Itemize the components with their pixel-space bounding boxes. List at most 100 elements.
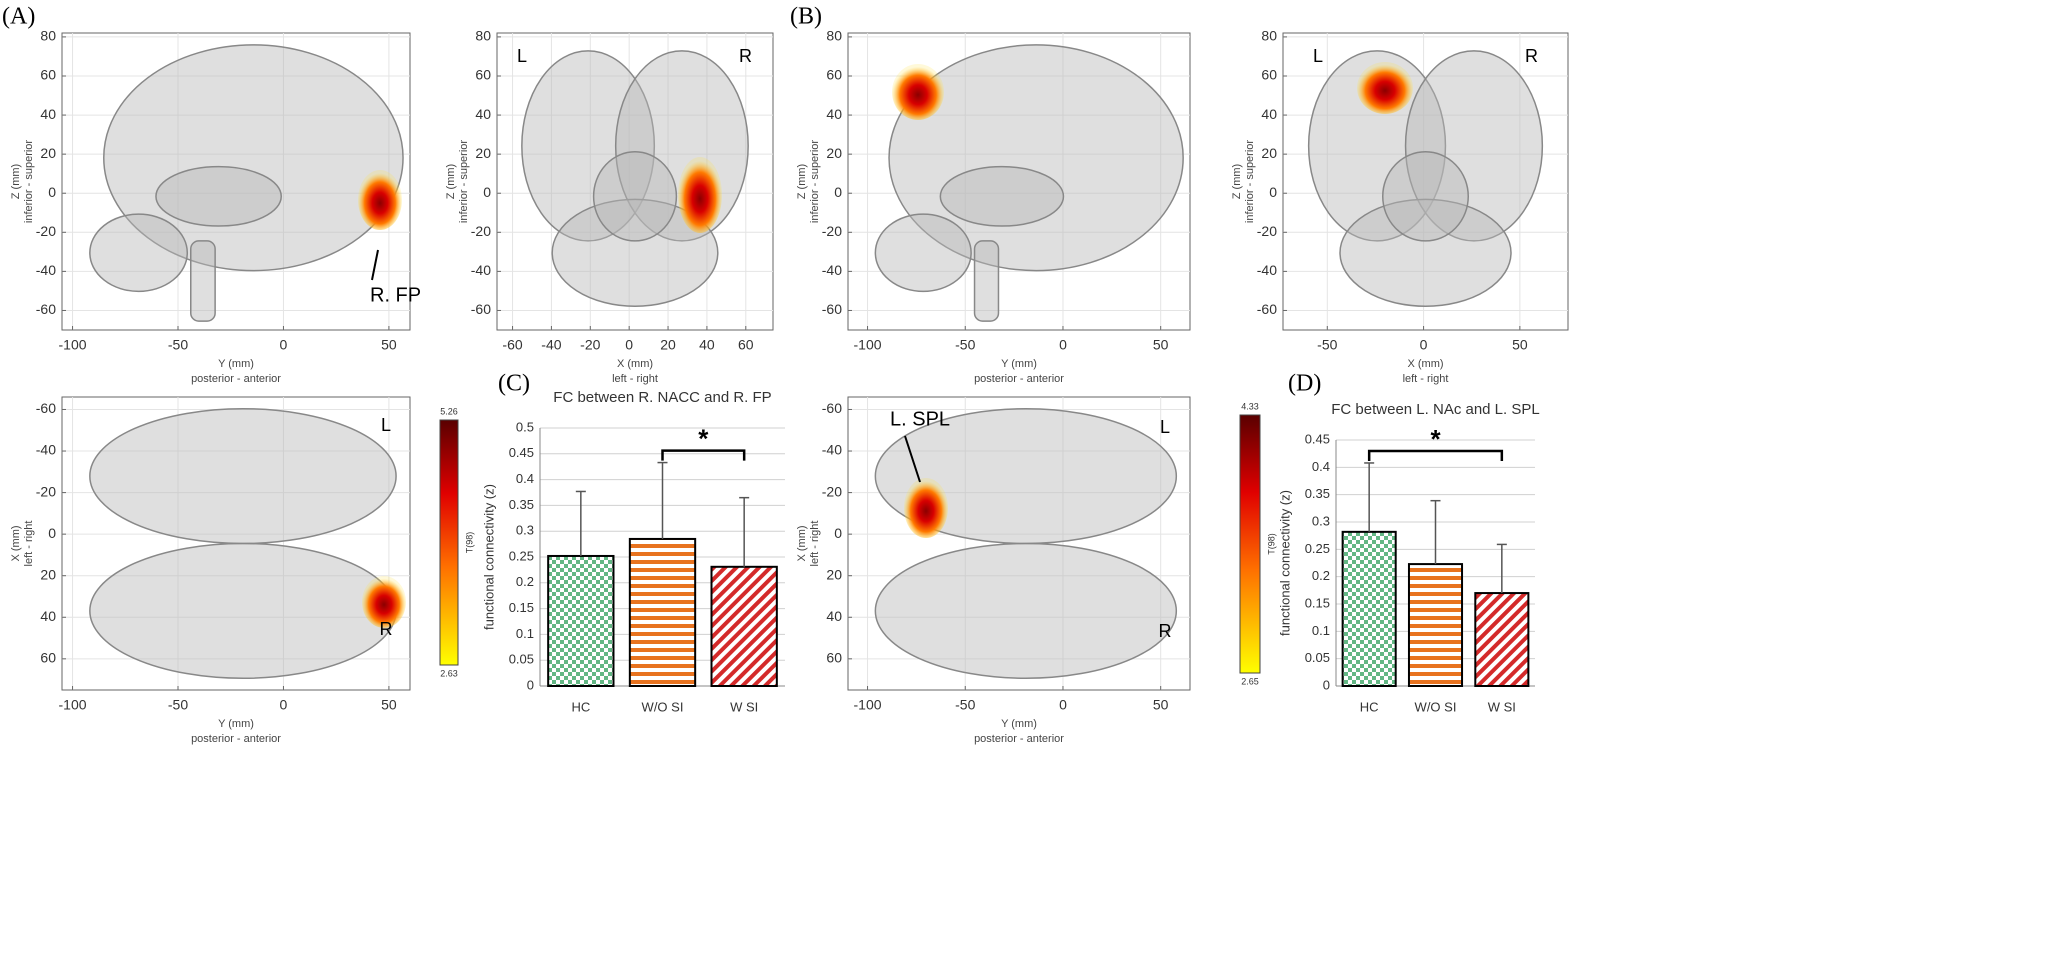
x-tick-label: 20 bbox=[660, 337, 676, 353]
brain-outline bbox=[874, 213, 972, 293]
significance-bracket bbox=[1367, 449, 1504, 461]
activation-cluster bbox=[362, 576, 406, 628]
x-tick-label: 0 bbox=[625, 337, 633, 353]
x-tick-label: -100 bbox=[59, 337, 87, 353]
y-tick-label: -40 bbox=[1257, 262, 1277, 278]
y-tick-label: 20 bbox=[475, 145, 491, 161]
brain-outline bbox=[1339, 198, 1512, 307]
x-tick-label: -50 bbox=[168, 337, 188, 353]
y-axis-label: inferior - superior bbox=[458, 140, 470, 223]
y-tick-label: 0.15 bbox=[1305, 595, 1330, 610]
y-tick-label: -20 bbox=[471, 223, 491, 239]
y-tick-label: 0.3 bbox=[1312, 513, 1330, 528]
brain-outline bbox=[103, 44, 404, 272]
x-tick-label: 50 bbox=[381, 697, 397, 713]
annotation-pointer bbox=[371, 249, 379, 281]
bar bbox=[547, 554, 615, 688]
x-tick-label: -60 bbox=[502, 337, 522, 353]
plot-area bbox=[496, 32, 774, 331]
colorbar-label: T(98) bbox=[464, 532, 474, 554]
panel-label: (B) bbox=[790, 4, 822, 30]
x-tick-label: -50 bbox=[955, 337, 975, 353]
y-tick-label: 60 bbox=[475, 67, 491, 83]
brain-outline bbox=[89, 213, 189, 293]
x-tick-label: W/O SI bbox=[1415, 699, 1457, 714]
y-axis-label: functional connectivity (z) bbox=[1277, 490, 1292, 636]
y-tick-label: 80 bbox=[826, 28, 842, 44]
significance-bracket bbox=[661, 449, 746, 461]
y-axis-label: inferior - superior bbox=[1244, 140, 1256, 223]
y-tick-label: -20 bbox=[36, 483, 56, 499]
y-tick-label: 0 bbox=[1269, 184, 1277, 200]
activation-cluster bbox=[904, 478, 948, 538]
y-tick-label: 20 bbox=[40, 145, 56, 161]
colorbar-max: 5.26 bbox=[440, 406, 458, 416]
y-tick-label: 20 bbox=[40, 566, 56, 582]
x-tick-label: 50 bbox=[1153, 697, 1169, 713]
x-tick-label: 0 bbox=[1059, 697, 1067, 713]
significance-label: * bbox=[698, 423, 709, 453]
y-axis-label: left - right bbox=[809, 521, 821, 567]
brain-outline bbox=[1404, 50, 1544, 242]
x-tick-label: 60 bbox=[738, 337, 754, 353]
y-tick-label: 0 bbox=[834, 184, 842, 200]
y-axis-label: inferior - superior bbox=[23, 140, 35, 223]
annotation-pointer bbox=[904, 435, 921, 483]
y-tick-label: 80 bbox=[1261, 28, 1277, 44]
brain-outline bbox=[939, 165, 1065, 227]
bar bbox=[1341, 530, 1397, 688]
x-axis-label: posterior - anterior bbox=[974, 373, 1064, 385]
activation-cluster bbox=[1357, 62, 1413, 114]
y-tick-label: 0.05 bbox=[1305, 650, 1330, 665]
bar bbox=[710, 565, 778, 688]
brain-outline bbox=[973, 240, 1000, 322]
x-axis-label: Y (mm) bbox=[218, 718, 254, 730]
annotation: L bbox=[381, 415, 391, 435]
brain-outline bbox=[521, 50, 656, 242]
y-axis-label: functional connectivity (z) bbox=[481, 484, 496, 630]
y-tick-label: 0 bbox=[527, 677, 534, 692]
y-tick-label: 40 bbox=[826, 608, 842, 624]
activation-cluster bbox=[892, 64, 944, 120]
annotation: R bbox=[1525, 46, 1538, 66]
y-axis-label: left - right bbox=[23, 521, 35, 567]
x-tick-label: W SI bbox=[730, 699, 758, 714]
y-tick-label: 0.35 bbox=[509, 497, 534, 512]
brain-outline bbox=[1382, 151, 1469, 242]
x-tick-label: 50 bbox=[1153, 337, 1169, 353]
x-tick-label: 0 bbox=[280, 697, 288, 713]
annotation: R. FP bbox=[370, 284, 421, 306]
brain-outline bbox=[592, 151, 678, 242]
x-axis-label: Y (mm) bbox=[1001, 718, 1037, 730]
y-tick-label: 40 bbox=[40, 106, 56, 122]
y-tick-label: 0.4 bbox=[1312, 459, 1330, 474]
y-tick-label: 40 bbox=[826, 106, 842, 122]
y-tick-label: 40 bbox=[1261, 106, 1277, 122]
y-tick-label: 20 bbox=[826, 145, 842, 161]
activation-cluster bbox=[678, 157, 722, 233]
y-tick-label: 0 bbox=[48, 525, 56, 541]
y-tick-label: 0 bbox=[1323, 677, 1330, 692]
x-tick-label: -100 bbox=[59, 697, 87, 713]
x-tick-label: 0 bbox=[1059, 337, 1067, 353]
plot-area bbox=[1282, 32, 1569, 331]
x-tick-label: -50 bbox=[168, 697, 188, 713]
y-tick-label: 20 bbox=[1261, 145, 1277, 161]
y-tick-label: 0.45 bbox=[509, 445, 534, 460]
panel-label: (C) bbox=[498, 371, 530, 397]
x-tick-label: -100 bbox=[854, 337, 882, 353]
x-tick-label: W SI bbox=[1488, 699, 1516, 714]
x-tick-label: -50 bbox=[1317, 337, 1337, 353]
annotation: L bbox=[1313, 46, 1323, 66]
y-tick-label: 0.2 bbox=[1312, 568, 1330, 583]
x-axis-label: Y (mm) bbox=[218, 358, 254, 370]
x-tick-label: 0 bbox=[1420, 337, 1428, 353]
y-tick-label: 0 bbox=[483, 184, 491, 200]
x-axis-label: Y (mm) bbox=[1001, 358, 1037, 370]
panel-label: (A) bbox=[2, 4, 35, 30]
brain-outline bbox=[551, 198, 719, 307]
y-tick-label: 0 bbox=[834, 525, 842, 541]
y-axis-label: Z (mm) bbox=[445, 164, 457, 199]
colorbar-min: 2.63 bbox=[440, 668, 458, 678]
